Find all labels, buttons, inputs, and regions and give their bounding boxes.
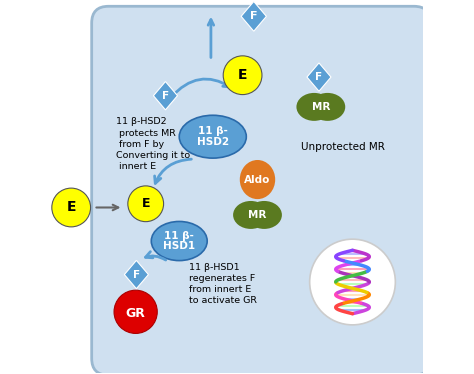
Text: Unprotected MR: Unprotected MR xyxy=(301,142,385,152)
Circle shape xyxy=(128,186,164,222)
FancyBboxPatch shape xyxy=(91,6,431,374)
Circle shape xyxy=(223,56,262,95)
Circle shape xyxy=(310,239,395,325)
Ellipse shape xyxy=(240,160,275,199)
Text: 11 β-HSD2
 protects MR
 from F by
Converting it to
 innert E: 11 β-HSD2 protects MR from F by Converti… xyxy=(116,117,190,171)
Text: F: F xyxy=(315,72,322,82)
Text: 11 β-
HSD2: 11 β- HSD2 xyxy=(197,126,229,147)
FancyArrowPatch shape xyxy=(146,252,166,260)
Text: F: F xyxy=(162,91,169,101)
Text: 11 β-HSD1
regenerates F
from innert E
to activate GR: 11 β-HSD1 regenerates F from innert E to… xyxy=(189,263,256,305)
Text: GR: GR xyxy=(126,307,146,320)
Text: E: E xyxy=(141,197,150,210)
Polygon shape xyxy=(154,82,177,110)
Text: Aldo: Aldo xyxy=(244,175,271,184)
Text: 11 β-
HSD1: 11 β- HSD1 xyxy=(163,231,195,251)
Text: F: F xyxy=(133,270,140,279)
Circle shape xyxy=(114,290,157,334)
Text: E: E xyxy=(66,200,76,215)
Text: MR: MR xyxy=(248,210,267,220)
Text: F: F xyxy=(250,11,257,21)
Ellipse shape xyxy=(233,201,268,229)
Ellipse shape xyxy=(246,201,282,229)
Text: MR: MR xyxy=(311,102,330,112)
Ellipse shape xyxy=(179,115,246,158)
FancyArrowPatch shape xyxy=(155,159,191,183)
Ellipse shape xyxy=(310,93,345,121)
Text: E: E xyxy=(238,68,247,82)
Polygon shape xyxy=(241,1,266,31)
FancyArrowPatch shape xyxy=(171,79,230,97)
Ellipse shape xyxy=(151,221,207,261)
Ellipse shape xyxy=(296,93,332,121)
Circle shape xyxy=(52,188,91,227)
Polygon shape xyxy=(307,63,331,91)
Polygon shape xyxy=(124,260,148,289)
